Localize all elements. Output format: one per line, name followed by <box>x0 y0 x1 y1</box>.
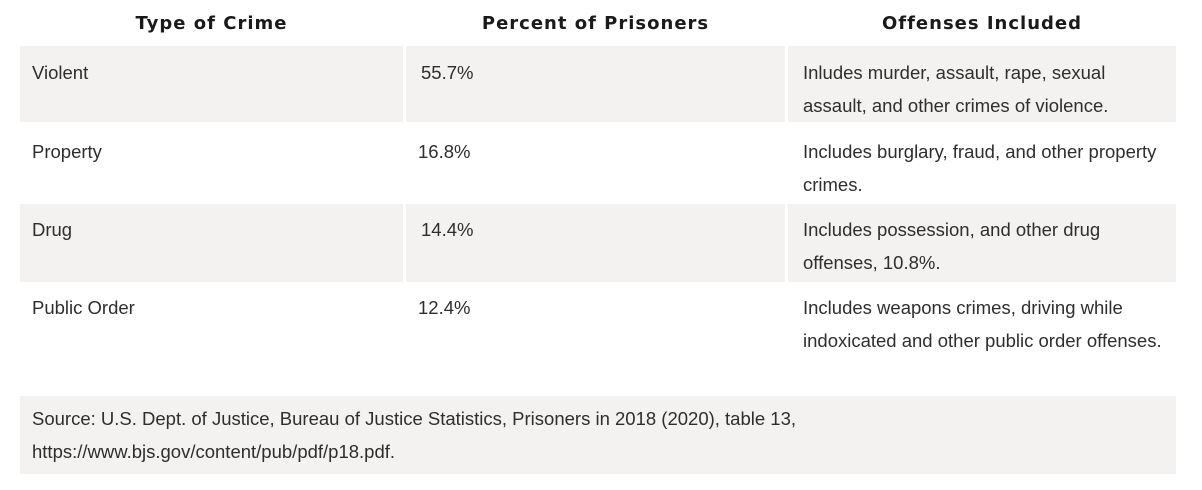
cell-type: Public Order <box>32 297 135 318</box>
cell-percent: 55.7% <box>403 46 788 122</box>
table-grid: Type of Crime Percent of Prisoners Offen… <box>20 0 1176 396</box>
cell-offenses: Inludes murder, assault, rape, sexual as… <box>788 46 1176 122</box>
source-note: Source: U.S. Dept. of Justice, Bureau of… <box>20 396 1176 474</box>
cell-percent: 12.4% <box>418 297 471 318</box>
cell-offenses: Includes possession, and other drug offe… <box>788 204 1176 282</box>
crime-table: Type of Crime Percent of Prisoners Offen… <box>20 0 1176 474</box>
cell-percent: 16.8% <box>418 141 471 162</box>
cell-offenses: Includes weapons crimes, driving while i… <box>803 297 1162 351</box>
cell-type: Property <box>32 141 102 162</box>
column-header-type: Type of Crime <box>135 12 288 34</box>
cell-type: Drug <box>20 204 403 282</box>
cell-type: Violent <box>20 46 403 122</box>
cell-percent: 14.4% <box>403 204 788 282</box>
cell-offenses: Includes burglary, fraud, and other prop… <box>803 141 1157 195</box>
column-header-offenses: Offenses Included <box>881 12 1083 34</box>
column-header-percent: Percent of Prisoners <box>481 12 710 34</box>
